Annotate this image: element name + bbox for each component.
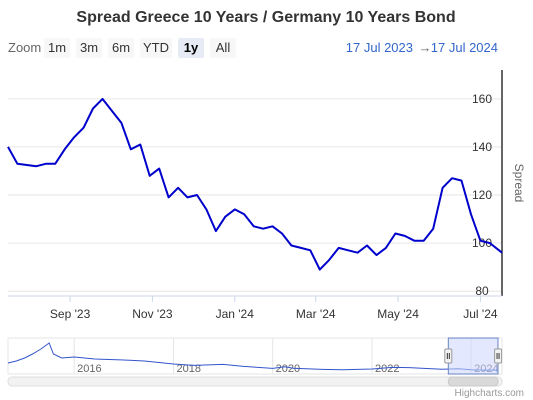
svg-text:1m: 1m xyxy=(48,40,66,55)
x-tick-label: Mar '24 xyxy=(296,307,336,321)
zoom-label: Zoom xyxy=(8,40,41,55)
series-line[interactable] xyxy=(7,97,503,271)
navigator-year-label: 2018 xyxy=(176,363,200,375)
navigator[interactable]: 20162018202020222024 xyxy=(7,337,503,375)
y-tick-label: 100 xyxy=(472,236,492,250)
x-tick-label: Nov '23 xyxy=(132,307,173,321)
y-tick-label: 160 xyxy=(472,92,492,106)
svg-text:3m: 3m xyxy=(80,40,98,55)
grid-lines xyxy=(8,98,502,292)
svg-text:YTD: YTD xyxy=(143,40,169,55)
y-tick-label: 80 xyxy=(475,284,489,298)
scrollbar-thumb[interactable] xyxy=(447,376,499,387)
x-tick-label: Jan '24 xyxy=(216,307,255,321)
range-button-1y[interactable]: 1y xyxy=(178,38,204,58)
x-tick-label: Sep '23 xyxy=(50,307,91,321)
y-tick-label: 140 xyxy=(472,140,492,154)
range-button-ytd[interactable]: YTD xyxy=(140,38,172,58)
navigator-year-label: 2016 xyxy=(77,363,101,375)
navigator-right-handle[interactable] xyxy=(494,348,503,364)
navigator-selected-range[interactable] xyxy=(447,337,499,375)
range-button-all[interactable]: All xyxy=(210,38,236,58)
x-tick-label: Jul '24 xyxy=(463,307,498,321)
range-button-6m[interactable]: 6m xyxy=(108,38,134,58)
chart-title: Spread Greece 10 Years / Germany 10 Year… xyxy=(76,9,455,26)
navigator-left-handle[interactable] xyxy=(444,348,453,364)
range-button-3m[interactable]: 3m xyxy=(76,38,102,58)
x-tick-label: May '24 xyxy=(377,307,419,321)
y-tick-label: 120 xyxy=(472,188,492,202)
svg-text:1y: 1y xyxy=(184,40,199,55)
navigator-series-line xyxy=(7,342,499,371)
range-from-input[interactable]: 17 Jul 2023 xyxy=(346,40,413,55)
navigator-year-label: 2020 xyxy=(276,363,300,375)
range-button-1m[interactable]: 1m xyxy=(44,38,70,58)
x-axis-ticks: Sep '23 Nov '23 Jan '24 Mar '24 May '24 Jul '… xyxy=(50,296,498,321)
range-arrow-icon: → xyxy=(419,40,432,55)
credits-link[interactable]: Highcharts.com xyxy=(455,388,524,399)
svg-text:6m: 6m xyxy=(112,40,130,55)
range-to-input[interactable]: 17 Jul 2024 xyxy=(431,40,498,55)
scrollbar-track[interactable] xyxy=(7,376,503,387)
y-axis-label: Spread xyxy=(512,164,526,203)
y-axis-ticks: 80 100 120 140 160 xyxy=(472,92,492,298)
navigator-year-label: 2022 xyxy=(375,363,399,375)
range-buttons: 1m 3m 6m YTD 1y All xyxy=(44,38,236,58)
svg-text:All: All xyxy=(216,40,231,55)
